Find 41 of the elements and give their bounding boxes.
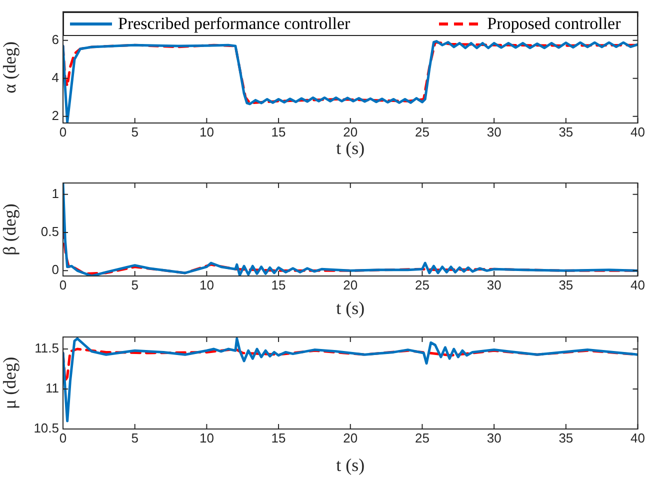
x-tick-label: 20: [343, 277, 358, 292]
x-tick-label: 30: [486, 124, 502, 140]
x-tick-label: 10: [199, 277, 214, 292]
x-tick-label: 35: [558, 430, 574, 446]
x-tick-label: 5: [131, 430, 138, 446]
x-tick-label: 25: [414, 430, 430, 446]
legend-label: Proposed controller: [487, 14, 621, 34]
x-tick-label: 40: [630, 430, 646, 446]
x-tick-label: 40: [630, 124, 646, 140]
y-tick-label: 0.5: [40, 224, 59, 240]
x-tick-label: 10: [199, 430, 214, 446]
x-tick-label: 5: [131, 124, 138, 140]
x-tick-label: 20: [343, 124, 358, 140]
x-tick-label: 20: [343, 430, 358, 446]
y-tick-label: 4: [52, 70, 59, 85]
x-tick-label: 30: [486, 430, 502, 446]
x-tick-label: 35: [558, 277, 574, 292]
x-tick-label: 35: [558, 124, 574, 140]
x-axis-title: t (s): [336, 298, 365, 318]
y-tick-label: 2: [52, 108, 59, 123]
y-tick-label: 0: [52, 262, 59, 278]
y-tick-label: 11.5: [34, 340, 59, 356]
x-tick-label: 25: [414, 124, 430, 140]
x-tick-label: 15: [271, 277, 286, 292]
x-tick-label: 40: [630, 277, 646, 292]
y-tick-label: 11: [46, 380, 59, 396]
x-tick-label: 15: [271, 124, 286, 140]
x-tick-label: 30: [486, 277, 502, 292]
y-tick-label: 1: [52, 186, 59, 202]
x-axis-title: t (s): [336, 454, 365, 475]
x-tick-label: 5: [131, 277, 138, 292]
y-axis-title: α (deg): [0, 41, 20, 94]
y-tick-label: 6: [52, 32, 59, 47]
legend-label: Prescribed performance controller: [118, 14, 350, 34]
x-tick-label: 10: [199, 124, 214, 140]
y-axis-title: β (deg): [0, 204, 20, 256]
x-axis-title: t (s): [336, 138, 365, 158]
x-tick-label: 15: [271, 430, 286, 446]
y-axis-title: μ (deg): [0, 356, 20, 410]
x-tick-label: 25: [414, 277, 430, 292]
y-tick-label: 10.5: [34, 420, 59, 436]
